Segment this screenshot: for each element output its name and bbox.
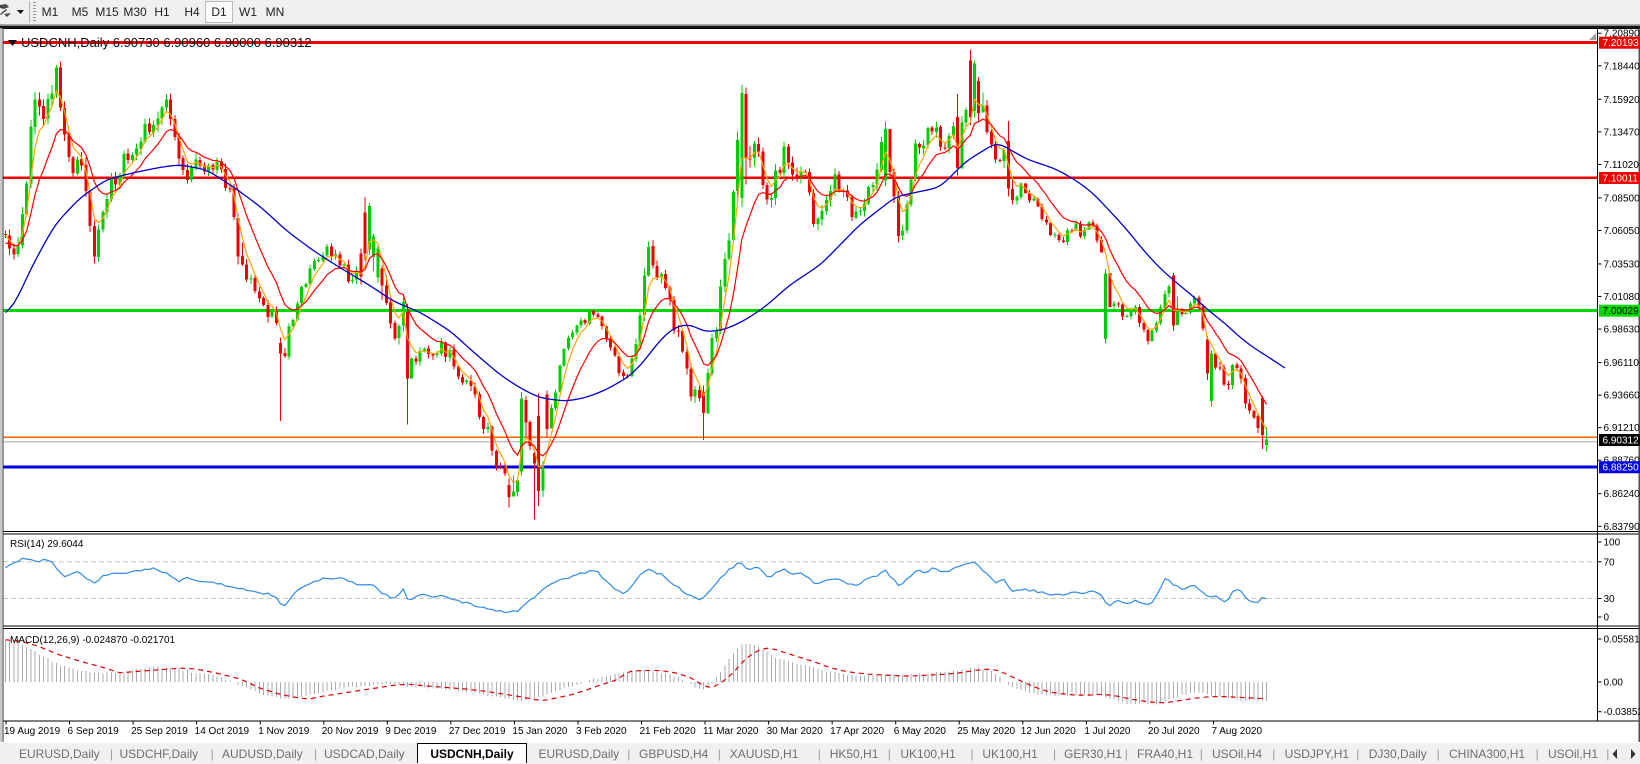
svg-text:0.00: 0.00 <box>1604 678 1624 689</box>
svg-text:-0.038524: -0.038524 <box>1604 707 1640 718</box>
svg-text:7.10011: 7.10011 <box>1603 173 1639 184</box>
svg-text:19 Aug 2019: 19 Aug 2019 <box>4 726 61 737</box>
svg-text:17 Apr 2020: 17 Apr 2020 <box>830 726 884 737</box>
svg-text:RSI(14) 29.6044: RSI(14) 29.6044 <box>10 539 84 550</box>
svg-text:USDCNH,Daily 6.90730 6.90960: USDCNH,Daily 6.90730 6.90960 6.90000 6.9… <box>21 35 312 50</box>
svg-text:25 May 2020: 25 May 2020 <box>957 726 1015 737</box>
svg-text:0: 0 <box>1604 613 1610 624</box>
svg-text:100: 100 <box>1604 538 1621 549</box>
svg-text:25 Sep 2019: 25 Sep 2019 <box>131 726 188 737</box>
svg-text:1 Jul 2020: 1 Jul 2020 <box>1084 726 1131 737</box>
svg-text:7.03530: 7.03530 <box>1604 259 1640 270</box>
svg-text:7.01080: 7.01080 <box>1604 292 1640 303</box>
svg-text:9 Dec 2019: 9 Dec 2019 <box>385 726 437 737</box>
svg-text:11 Mar 2020: 11 Mar 2020 <box>703 726 759 737</box>
svg-text:7.08500: 7.08500 <box>1604 193 1640 204</box>
svg-text:7.11020: 7.11020 <box>1604 160 1640 171</box>
svg-text:6.91210: 6.91210 <box>1604 423 1640 434</box>
svg-text:12 Jun 2020: 12 Jun 2020 <box>1021 726 1076 737</box>
svg-text:30 Mar 2020: 30 Mar 2020 <box>767 726 824 737</box>
svg-text:6.90312: 6.90312 <box>1603 435 1640 446</box>
svg-text:6.93660: 6.93660 <box>1604 391 1640 402</box>
svg-text:6.86240: 6.86240 <box>1604 489 1640 500</box>
svg-text:6.83790: 6.83790 <box>1604 522 1640 533</box>
svg-text:7.13470: 7.13470 <box>1604 127 1640 138</box>
svg-text:3 Feb 2020: 3 Feb 2020 <box>576 726 627 737</box>
svg-text:21 Feb 2020: 21 Feb 2020 <box>640 726 697 737</box>
svg-text:0.05581: 0.05581 <box>1604 635 1640 646</box>
svg-text:7.18440: 7.18440 <box>1604 61 1640 72</box>
svg-text:6.88250: 6.88250 <box>1603 463 1640 474</box>
svg-text:30: 30 <box>1604 594 1616 605</box>
svg-text:7.20193: 7.20193 <box>1603 38 1640 49</box>
svg-text:6.96110: 6.96110 <box>1604 358 1640 369</box>
svg-text:6 Sep 2019: 6 Sep 2019 <box>68 726 120 737</box>
svg-text:20 Jul 2020: 20 Jul 2020 <box>1148 726 1200 737</box>
svg-text:14 Oct 2019: 14 Oct 2019 <box>195 726 250 737</box>
svg-text:70: 70 <box>1604 557 1616 568</box>
svg-text:MACD(12,26,9) -0.024870 -0.021: MACD(12,26,9) -0.024870 -0.021701 <box>10 635 176 646</box>
svg-text:7.15920: 7.15920 <box>1604 95 1640 106</box>
svg-text:20 Nov 2019: 20 Nov 2019 <box>322 726 379 737</box>
svg-text:6 May 2020: 6 May 2020 <box>894 726 947 737</box>
svg-text:27 Dec 2019: 27 Dec 2019 <box>449 726 506 737</box>
svg-text:15 Jan 2020: 15 Jan 2020 <box>512 726 567 737</box>
svg-text:7 Aug 2020: 7 Aug 2020 <box>1211 726 1262 737</box>
svg-text:7.06050: 7.06050 <box>1604 226 1640 237</box>
svg-text:6.98630: 6.98630 <box>1604 325 1640 336</box>
svg-text:1 Nov 2019: 1 Nov 2019 <box>258 726 310 737</box>
svg-text:7.00029: 7.00029 <box>1603 306 1640 317</box>
